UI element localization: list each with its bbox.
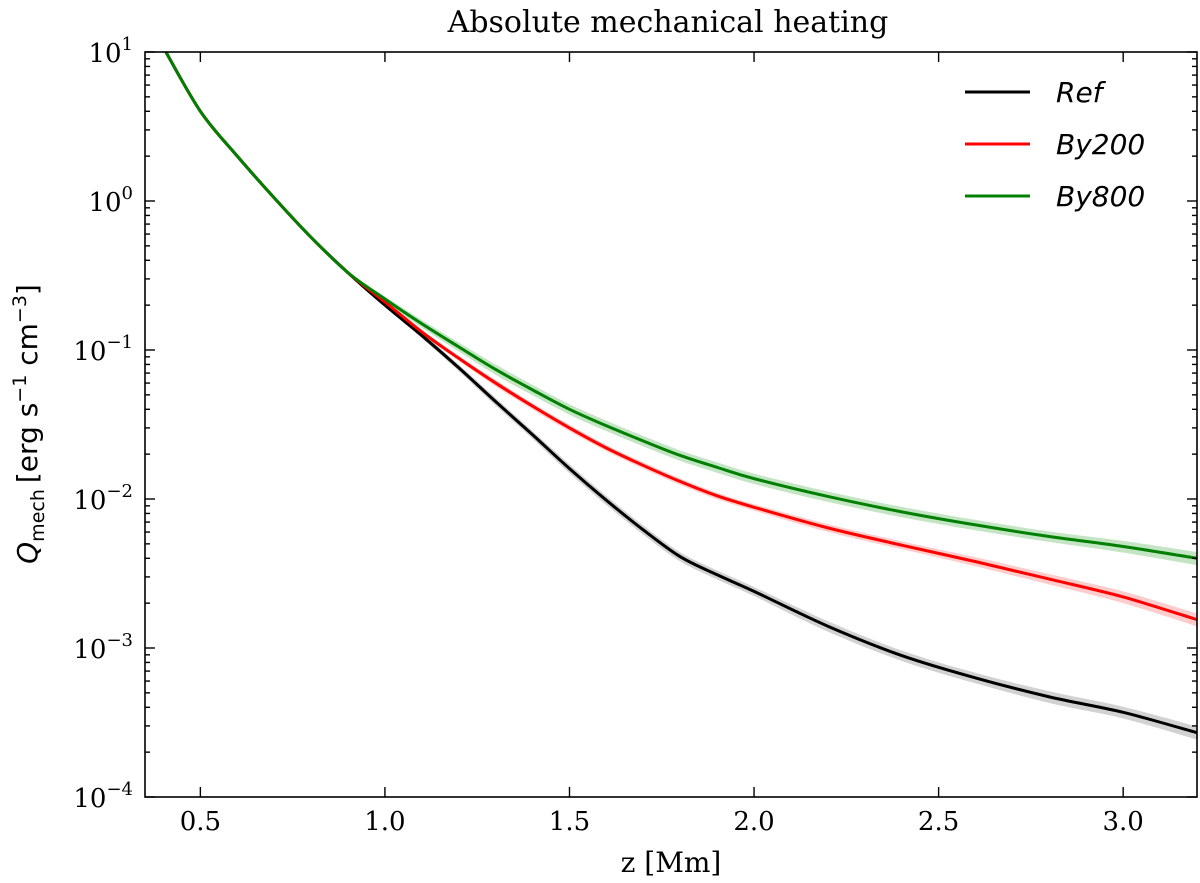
- x-tick-label: 0.5: [180, 807, 221, 837]
- x-tick-label: 1.0: [364, 807, 405, 837]
- x-tick-label: 2.5: [918, 807, 959, 837]
- y-tick-label: 10−4: [73, 779, 133, 814]
- legend-label-by800: By800: [1056, 180, 1145, 213]
- band-ref: [165, 52, 1197, 740]
- y-tick-label: 10−2: [73, 481, 133, 516]
- legend-label-by200: By200: [1056, 128, 1145, 161]
- y-axis-label-units-close: ]: [11, 284, 44, 295]
- line-by800: [164, 52, 1197, 560]
- line-ref: [164, 52, 1197, 735]
- y-tick-label: 10−1: [73, 332, 133, 367]
- y-tick-label: 101: [88, 34, 133, 69]
- y-axis-label-exp2: −3: [9, 295, 31, 323]
- x-tick-label: 2.0: [733, 807, 774, 837]
- band-by800: [165, 52, 1197, 566]
- plot-frame: [144, 51, 1198, 798]
- y-axis-label: Qmech [erg s−1 cm−3]: [9, 284, 49, 564]
- y-tick-label: 10−3: [73, 630, 133, 665]
- x-tick-labels: 0.5 1.0 1.5 2.0 2.5 3.0: [180, 807, 1144, 837]
- y-axis-label-units-mid: cm: [11, 323, 44, 375]
- legend: Ref By200 By800: [965, 76, 1145, 213]
- x-axis-label: z [Mm]: [621, 846, 722, 879]
- axis-ticks: [145, 51, 1197, 798]
- series-lines: [164, 52, 1197, 735]
- y-tick-labels: 101 100 10−1 10−2 10−3 10−4: [73, 34, 133, 814]
- chart-title: Absolute mechanical heating: [447, 5, 889, 40]
- y-axis-label-exp1: −1: [9, 375, 31, 403]
- y-axis-label-units-open: [erg s: [11, 403, 44, 483]
- y-tick-label: 100: [88, 183, 133, 218]
- uncertainty-bands: [165, 52, 1197, 740]
- x-tick-label: 1.5: [549, 807, 590, 837]
- x-tick-label: 3.0: [1102, 807, 1143, 837]
- legend-label-ref: Ref: [1056, 76, 1107, 109]
- y-axis-label-symbol: Q: [11, 542, 44, 564]
- y-axis-label-subscript: mech: [27, 489, 49, 542]
